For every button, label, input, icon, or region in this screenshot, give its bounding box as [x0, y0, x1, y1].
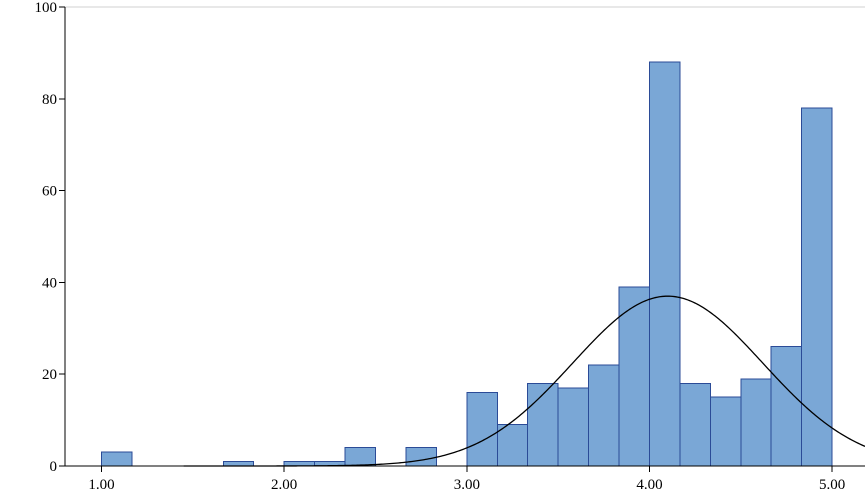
histogram-bar	[557, 387, 590, 467]
histogram-bar	[709, 396, 742, 467]
histogram-bar	[679, 382, 711, 467]
x-axis-ticks: 1.00 2.00 3.00 4.00 5.00	[88, 466, 845, 493]
x-tick-label: 1.00	[88, 477, 114, 493]
x-tick-label: 5.00	[819, 477, 845, 493]
histogram-bar	[740, 378, 772, 467]
histogram-bar	[618, 286, 650, 467]
histogram-bar	[405, 447, 437, 467]
histogram-bar	[588, 364, 620, 467]
y-tick-label: 100	[35, 0, 58, 16]
histogram-bar	[496, 424, 529, 467]
y-tick-label: 40	[42, 275, 57, 291]
x-tick-label: 2.00	[271, 477, 297, 493]
x-tick-label: 3.00	[454, 477, 480, 493]
y-tick-label: 60	[42, 184, 57, 200]
histogram-bar	[222, 460, 255, 467]
y-tick-label: 20	[42, 367, 57, 383]
y-axis-ticks: 0 20 40 60 80 100	[35, 0, 65, 475]
x-tick-label: 4.00	[636, 477, 662, 493]
histogram-bar	[101, 451, 133, 467]
histogram-bars	[101, 61, 833, 467]
histogram-bar	[527, 382, 559, 467]
histogram-bar	[801, 107, 833, 467]
histogram-bar	[648, 61, 681, 467]
axes	[64, 7, 865, 467]
y-tick-label: 80	[42, 92, 57, 108]
histogram-bar	[344, 447, 377, 467]
histogram-bar	[466, 392, 498, 467]
histogram-bar	[770, 346, 803, 467]
y-tick-label: 0	[50, 459, 58, 475]
